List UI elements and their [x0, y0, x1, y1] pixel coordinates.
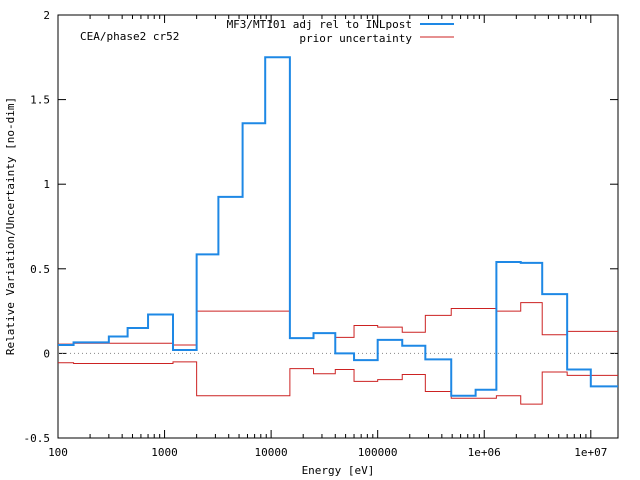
- y-tick-label: 0.5: [30, 263, 50, 276]
- plot-frame: [57, 14, 619, 439]
- legend: MF3/MT101 adj rel to INLpost prior uncer…: [227, 18, 454, 45]
- x-tick-label: 1e+07: [574, 446, 607, 459]
- series-prior-uncertainty-lower: [58, 361, 618, 405]
- series-prior-uncertainty-upper: [58, 302, 618, 346]
- y-axis-label: Relative Variation/Uncertainty [no-dim]: [4, 97, 17, 355]
- y-tick-label: 1.5: [30, 94, 50, 107]
- y-tick-label: 2: [43, 9, 50, 22]
- x-tick-label: 100000: [358, 446, 398, 459]
- y-tick-label: 0: [43, 347, 50, 360]
- y-tick-label: -0.5: [24, 432, 51, 445]
- chart-annotation: CEA/phase2 cr52: [80, 30, 179, 43]
- x-tick-label: 10000: [255, 446, 288, 459]
- legend-label-prior: prior uncertainty: [299, 32, 412, 45]
- series-adj-rel-to-inlpost: [58, 56, 618, 397]
- x-tick-label: 1e+06: [468, 446, 501, 459]
- x-axis-label: Energy [eV]: [302, 464, 375, 477]
- x-tick-label: 1000: [151, 446, 178, 459]
- legend-label-adj: MF3/MT101 adj rel to INLpost: [227, 18, 412, 31]
- y-tick-label: 1: [43, 178, 50, 191]
- x-tick-label: 100: [48, 446, 68, 459]
